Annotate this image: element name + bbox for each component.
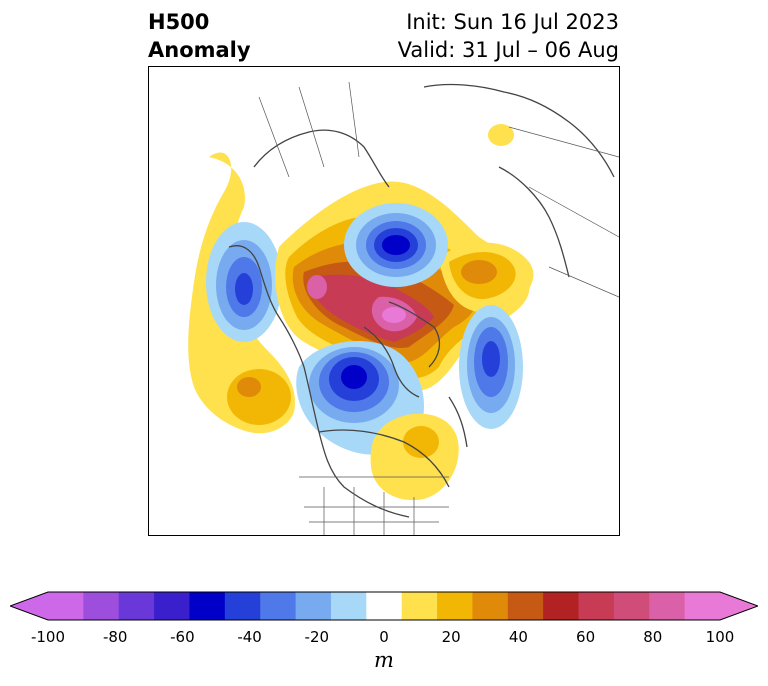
colorbar-segment <box>613 592 650 620</box>
colorbar-segment <box>649 592 686 620</box>
colorbar-outline <box>10 591 758 621</box>
trough-n-pacific <box>206 222 282 342</box>
anomaly-map <box>188 81 619 535</box>
colorbar-segment <box>48 592 84 620</box>
colorbar-segment <box>260 592 297 620</box>
colorbar-unit: m <box>374 648 394 672</box>
colorbar-segment <box>118 592 155 620</box>
map-title: H500 Anomaly <box>148 8 251 64</box>
colorbar-tick-label: -60 <box>170 628 195 646</box>
colorbar-extend-high <box>720 592 758 620</box>
title-line-2: Anomaly <box>148 38 251 62</box>
colorbar-segment <box>543 592 580 620</box>
colorbar-segment <box>83 592 120 620</box>
colorbar-segment <box>507 592 544 620</box>
ridge-siberia <box>488 124 514 146</box>
colorbar-tick-label: -100 <box>30 628 66 646</box>
ridge-greenland <box>439 242 534 313</box>
colorbar-tick-label: 100 <box>705 628 735 646</box>
colorbar-segment <box>330 592 367 620</box>
ridge-ne-pacific <box>188 152 295 434</box>
colorbar-segment <box>578 592 615 620</box>
ridge-eastern-us <box>370 413 459 501</box>
trough-n-atlantic <box>459 305 523 429</box>
valid-time: Valid: 31 Jul – 06 Aug <box>397 38 619 62</box>
run-info: Init: Sun 16 Jul 2023 Valid: 31 Jul – 06… <box>398 8 619 64</box>
colorbar-tick-label: 80 <box>643 628 663 646</box>
colorbar-tick-label: -40 <box>237 628 262 646</box>
colorbar-segment <box>189 592 226 620</box>
colorbar-segment <box>401 592 438 620</box>
colorbar-tick-label: 0 <box>379 628 389 646</box>
colorbar <box>10 591 758 621</box>
colorbar-segment <box>154 592 190 620</box>
colorbar-tick-label: 20 <box>441 628 461 646</box>
colorbar-extend-low <box>10 592 48 620</box>
colorbar-segment <box>472 592 509 620</box>
colorbar-segment <box>684 592 721 620</box>
init-time: Init: Sun 16 Jul 2023 <box>406 10 619 34</box>
map-panel <box>148 66 620 536</box>
colorbar-segment <box>224 592 261 620</box>
political-borders <box>258 81 619 535</box>
colorbar-segment <box>366 592 403 620</box>
colorbar-segment <box>437 592 473 620</box>
trough-arctic <box>344 203 448 287</box>
colorbar-segment <box>295 592 332 620</box>
title-line-1: H500 <box>148 10 210 34</box>
colorbar-tick-label: 40 <box>508 628 528 646</box>
coastlines <box>228 83 615 518</box>
colorbar-tick-label: -20 <box>304 628 330 646</box>
colorbar-tick-label: -80 <box>102 628 128 646</box>
colorbar-tick-label: 60 <box>576 628 596 646</box>
